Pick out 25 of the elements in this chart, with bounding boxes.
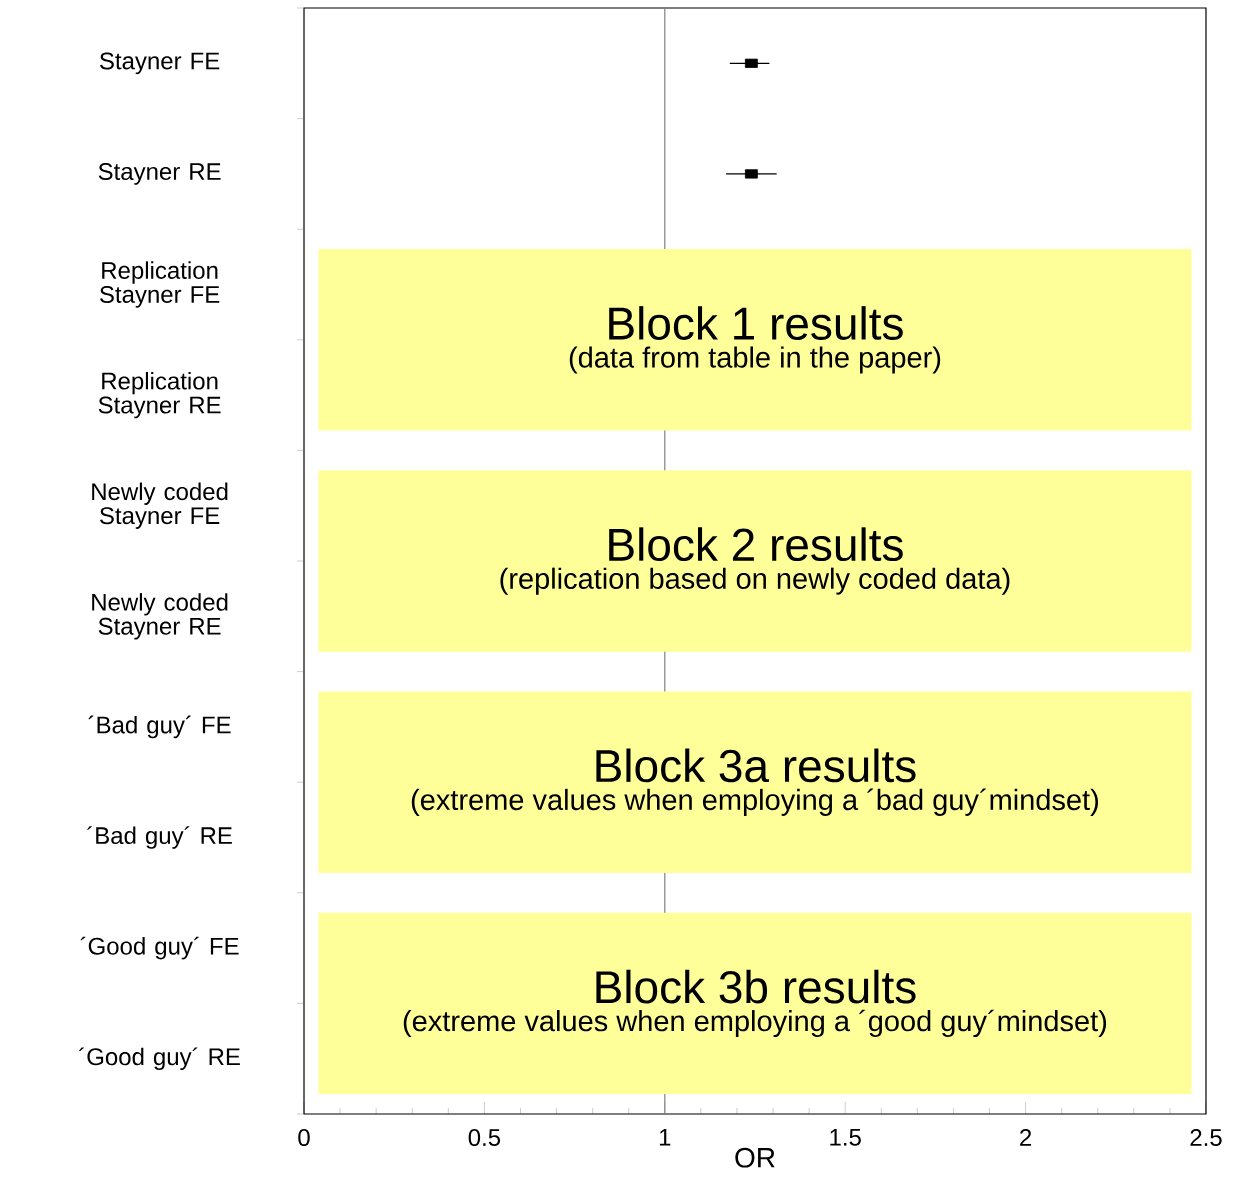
annotation: (extreme values when employing a ´bad guy´mindset) [411,788,1098,816]
band-label: Block 3a results [596,748,916,783]
band-label: Block 3b results [596,969,916,1004]
y-tick-label: Replication Stayner FE [100,261,220,308]
y-tick-label: Stayner FE [100,52,220,75]
y-tick-label: ´Good guy´ FE [80,936,239,960]
x-tick-label: 1 [659,1129,671,1146]
annotation: (extreme values when employing a ´good guy´mindset) [403,1009,1107,1038]
x-tick-label: 0.5 [468,1129,501,1147]
x-axis-title: OR [735,1147,775,1168]
y-tick-label: Replication Stayner RE [98,371,221,419]
band-label: Block 2 results [609,527,903,562]
y-tick-label: Stayner RE [98,163,221,185]
x-tick-label: 2.5 [1190,1129,1222,1147]
annotation: (replication based on newly coded data) [500,567,1010,595]
x-tick-label: 0 [298,1129,310,1147]
x-tick-label: 2 [1020,1129,1032,1146]
annotation: (data from table in the paper) [569,346,941,374]
y-tick-label: ´Bad guy´ RE [87,826,232,849]
y-tick-label: ´Good guy´ RE [79,1047,240,1071]
y-tick-label: Newly coded Stayner RE [92,593,228,640]
y-tick-label: Newly coded Stayner FE [92,482,228,529]
x-tick-label: 1.5 [830,1129,861,1146]
y-tick-label: ´Bad guy´ FE [88,715,231,739]
band-label: Block 1 results [609,306,903,340]
